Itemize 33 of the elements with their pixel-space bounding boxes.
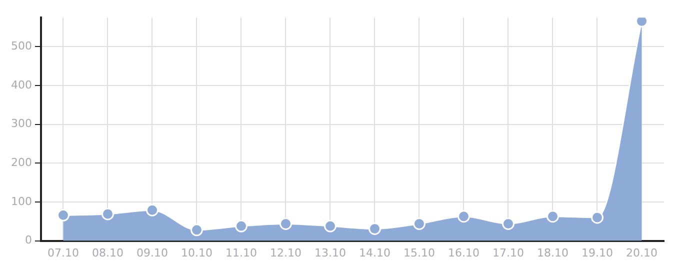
x-tick-label: 09.10 — [136, 246, 168, 260]
x-tick-label: 15.10 — [404, 246, 435, 260]
point — [636, 18, 648, 28]
x-tick-label: 16.10 — [448, 246, 480, 260]
x-tick-label: 19.10 — [582, 246, 613, 260]
x-tick-label: 10.10 — [180, 246, 212, 260]
x-tick-label: 13.10 — [314, 246, 346, 260]
x-tick-label: 18.10 — [537, 246, 568, 260]
point — [413, 217, 426, 230]
x-tick-label: 12.10 — [270, 246, 302, 260]
x-tick-label: 11.10 — [225, 246, 257, 260]
point — [190, 224, 203, 236]
y-tick-label: 100 — [10, 194, 32, 208]
point — [234, 220, 248, 232]
point — [502, 217, 514, 230]
y-tick-label: 500 — [10, 40, 32, 53]
point — [591, 211, 604, 224]
x-tick-label: 08.10 — [92, 246, 124, 260]
point — [324, 220, 336, 232]
point — [368, 222, 381, 236]
x-tick-label: 07.10 — [47, 246, 79, 260]
x-tick-label: 20.10 — [626, 246, 658, 260]
y-tick-label: 0 — [24, 234, 32, 247]
point — [101, 208, 114, 220]
point — [280, 217, 292, 230]
y-tick-label: 400 — [10, 78, 32, 92]
point — [458, 210, 470, 223]
point — [546, 210, 559, 223]
x-tick-label: 17.10 — [492, 246, 524, 260]
x-tick-label: 14.10 — [359, 246, 390, 260]
y-tick-label: 300 — [10, 117, 32, 130]
point — [146, 204, 158, 216]
y-tick-label: 200 — [10, 156, 32, 170]
